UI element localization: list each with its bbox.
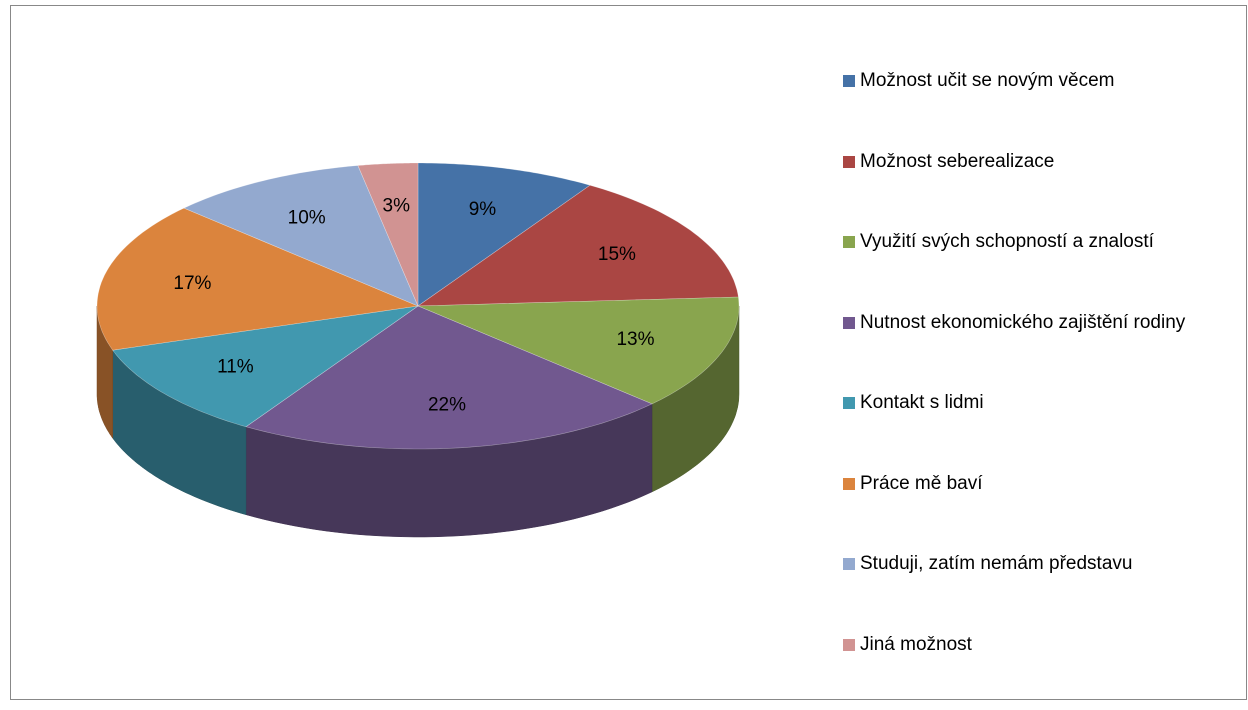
- legend-label: Možnost seberealizace: [860, 147, 1054, 177]
- data-label: 15%: [598, 244, 636, 265]
- legend-label: Jiná možnost: [860, 630, 972, 660]
- legend-label: Kontakt s lidmi: [860, 388, 984, 418]
- legend-label: Možnost učit se novým věcem: [860, 66, 1114, 96]
- data-label: 22%: [428, 394, 466, 415]
- data-label: 17%: [173, 273, 211, 294]
- data-label: 3%: [383, 195, 411, 216]
- legend-label: Práce mě baví: [860, 469, 983, 499]
- data-label: 9%: [469, 199, 497, 220]
- legend: Možnost učit se novým věcem Možnost seber…: [843, 66, 1223, 710]
- legend-item: Práce mě baví: [843, 469, 1223, 550]
- legend-item: Studuji, zatím nemám představu: [843, 549, 1223, 630]
- legend-swatch: [843, 317, 855, 329]
- legend-item: Nutnost ekonomického zajištění rodiny: [843, 308, 1223, 389]
- legend-item: Možnost učit se novým věcem: [843, 66, 1223, 147]
- legend-swatch: [843, 558, 855, 570]
- legend-item: Kontakt s lidmi: [843, 388, 1223, 469]
- legend-swatch: [843, 478, 855, 490]
- legend-swatch: [843, 156, 855, 168]
- legend-item: Jiná možnost: [843, 630, 1223, 710]
- legend-label: Studuji, zatím nemám představu: [860, 549, 1132, 579]
- legend-label: Nutnost ekonomického zajištění rodiny: [860, 308, 1185, 338]
- legend-label: Využití svých schopností a znalostí: [860, 227, 1154, 257]
- legend-item: Využití svých schopností a znalostí: [843, 227, 1223, 308]
- legend-swatch: [843, 75, 855, 87]
- legend-swatch: [843, 236, 855, 248]
- data-label: 13%: [616, 329, 654, 350]
- legend-swatch: [843, 397, 855, 409]
- legend-item: Možnost seberealizace: [843, 147, 1223, 228]
- legend-swatch: [843, 639, 855, 651]
- data-label: 10%: [288, 207, 326, 228]
- data-label: 11%: [217, 356, 254, 377]
